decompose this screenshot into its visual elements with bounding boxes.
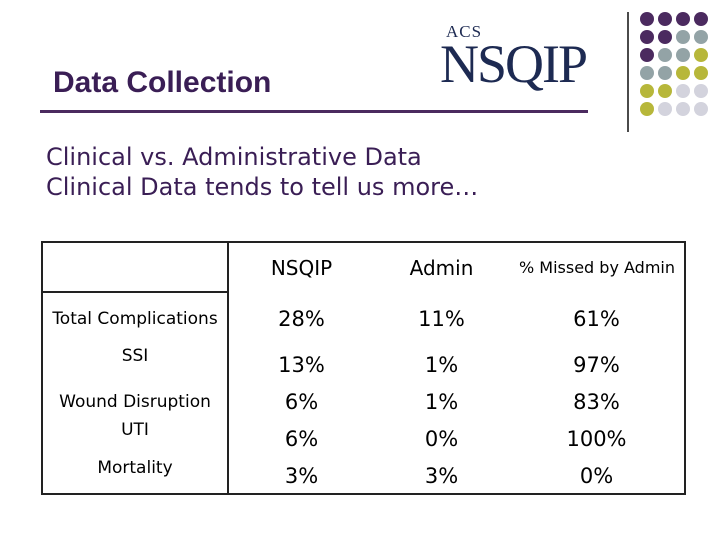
subtitle-line-1: Clinical vs. Administrative Data xyxy=(46,143,422,171)
table-corner-cell xyxy=(42,242,229,293)
table-row: SSI 13% 1% 97% xyxy=(42,346,685,384)
cell-admin: 0% xyxy=(424,427,459,451)
subtitle: Clinical vs. Administrative Data Clinica… xyxy=(46,142,478,202)
cell-missed: 61% xyxy=(573,307,620,331)
dot xyxy=(694,12,708,26)
row-label: Total Complications xyxy=(42,292,229,346)
cell-admin: 3% xyxy=(424,463,459,488)
dot xyxy=(694,102,708,116)
dot xyxy=(658,30,672,44)
dot xyxy=(694,48,708,62)
dot xyxy=(676,66,690,80)
cell-missed: 97% xyxy=(573,353,620,377)
cell-missed: 0% xyxy=(579,463,614,488)
comparison-table: NSQIP Admin % Missed by Admin Total Comp… xyxy=(41,241,686,495)
cell-nsqip: 3% xyxy=(284,463,319,488)
column-header-missed: % Missed by Admin xyxy=(519,257,675,277)
dot xyxy=(658,102,672,116)
cell-nsqip: 13% xyxy=(278,353,325,377)
cell-nsqip: 6% xyxy=(284,427,319,451)
cell-nsqip: 6% xyxy=(284,390,319,414)
dot xyxy=(640,102,654,116)
table-header-row: NSQIP Admin % Missed by Admin xyxy=(42,242,685,293)
row-label: SSI xyxy=(42,346,229,384)
dot xyxy=(640,30,654,44)
dot xyxy=(640,48,654,62)
logo-acs-text: ACS xyxy=(446,22,483,41)
cell-admin: 1% xyxy=(424,353,459,377)
dot xyxy=(640,12,654,26)
column-header-admin: Admin xyxy=(409,255,474,280)
row-label: Wound Disruption xyxy=(42,384,229,420)
nsqip-logo: ACS NSQIP xyxy=(440,22,588,94)
row-label: UTI xyxy=(42,420,229,458)
cell-missed: 83% xyxy=(573,390,620,414)
dot xyxy=(694,84,708,98)
dot xyxy=(658,12,672,26)
dot xyxy=(640,66,654,80)
row-label: Mortality xyxy=(42,458,229,494)
dot xyxy=(658,48,672,62)
dot xyxy=(658,66,672,80)
dot xyxy=(640,84,654,98)
vertical-divider xyxy=(627,12,629,132)
logo-nsqip-text: NSQIP xyxy=(440,34,588,94)
cell-missed: 100% xyxy=(566,427,627,451)
table-row: Mortality 3% 3% 0% xyxy=(42,458,685,494)
column-header-nsqip: NSQIP xyxy=(270,255,333,280)
table-row: UTI 6% 0% 100% xyxy=(42,420,685,458)
dot xyxy=(676,102,690,116)
dot xyxy=(676,48,690,62)
table-row: Total Complications 28% 11% 61% xyxy=(42,292,685,346)
cell-nsqip: 28% xyxy=(278,307,325,331)
table-row: Wound Disruption 6% 1% 83% xyxy=(42,384,685,420)
dot xyxy=(694,66,708,80)
dot xyxy=(676,30,690,44)
dot xyxy=(694,30,708,44)
title-underline xyxy=(40,110,588,113)
cell-admin: 1% xyxy=(424,390,459,414)
cell-admin: 11% xyxy=(418,307,465,331)
dot xyxy=(676,12,690,26)
subtitle-line-2: Clinical Data tends to tell us more… xyxy=(46,173,479,201)
dot xyxy=(676,84,690,98)
slide-title: Data Collection xyxy=(53,66,272,99)
dot xyxy=(658,84,672,98)
